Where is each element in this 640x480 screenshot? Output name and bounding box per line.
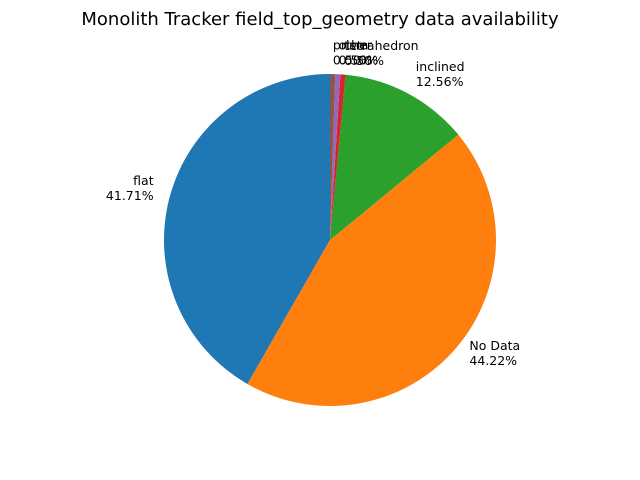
slice-label-other: other 0.50% [339, 38, 379, 68]
chart-title: Monolith Tracker field_top_geometry data… [81, 9, 559, 30]
slice-label-inclined: inclined 12.56% [416, 59, 465, 89]
pie-slice-prism [330, 73, 336, 240]
pie-slice-tetrahedron [330, 74, 346, 240]
slice-label-flat: flat 41.71% [106, 173, 154, 203]
pie-slice-other [330, 74, 341, 240]
pie-slices [163, 73, 497, 407]
pie-slice-inclined [330, 74, 459, 241]
slice-label-tetrahedron: tetrahedron 0.50% [344, 38, 418, 68]
pie-slice-flat [163, 74, 330, 385]
slice-label-no-data: No Data 44.22% [469, 338, 520, 368]
pie-labels: flat 41.71% No Data 44.22% inclined 12.56%tet… [106, 37, 520, 368]
pie-slice-no-data [247, 134, 497, 407]
slice-label-prism: prism 0.50% [333, 37, 373, 67]
